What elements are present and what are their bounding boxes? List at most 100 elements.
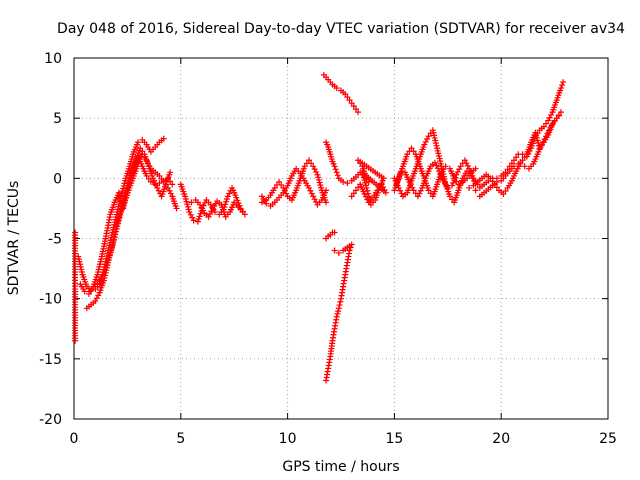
data-point — [81, 288, 88, 295]
data-point — [543, 120, 550, 127]
data-point — [335, 305, 342, 312]
data-point — [333, 169, 340, 176]
data-point — [182, 193, 189, 200]
data-point — [183, 198, 190, 205]
x-tick-label: 10 — [279, 431, 297, 447]
data-point — [470, 175, 477, 182]
data-point — [555, 112, 562, 119]
data-point — [558, 109, 565, 116]
data-point — [410, 187, 417, 194]
data-point — [472, 187, 479, 194]
data-point — [135, 139, 142, 146]
data-series — [393, 157, 481, 200]
data-point — [340, 178, 347, 185]
data-point — [113, 228, 120, 235]
data-point — [363, 184, 370, 191]
data-point — [182, 195, 189, 202]
data-point — [560, 79, 567, 86]
data-point — [315, 174, 322, 181]
data-point — [355, 109, 362, 116]
data-point — [139, 148, 146, 155]
data-point — [115, 220, 122, 227]
data-point — [355, 157, 362, 164]
x-tick-label: 0 — [70, 431, 79, 447]
data-point — [521, 154, 528, 161]
data-point — [511, 157, 518, 164]
data-series — [72, 229, 79, 344]
data-point — [336, 302, 343, 309]
data-point — [357, 160, 364, 167]
data-point — [194, 218, 201, 225]
data-series — [466, 112, 562, 197]
data-point — [346, 97, 353, 104]
x-tick-labels: 0 5 10 15 20 25 — [70, 431, 617, 447]
data-point — [533, 132, 540, 139]
data-series — [320, 71, 362, 116]
data-point — [195, 216, 202, 223]
data-point — [427, 190, 434, 197]
data-point — [344, 94, 351, 101]
data-point — [451, 177, 458, 184]
data-point — [323, 199, 330, 206]
data-point — [348, 100, 355, 107]
data-point — [315, 176, 322, 183]
data-point — [533, 134, 540, 141]
data-point — [311, 166, 318, 173]
data-point — [156, 172, 163, 179]
data-point — [271, 184, 278, 191]
data-point — [456, 166, 463, 173]
data-point — [331, 229, 338, 236]
data-point — [72, 337, 79, 344]
data-point — [364, 187, 371, 194]
data-series — [391, 127, 479, 206]
data-point — [111, 234, 118, 241]
y-axis-label: SDTVAR / TECUs — [6, 181, 22, 296]
data-point — [305, 157, 312, 164]
data-point — [398, 190, 405, 197]
data-point — [117, 211, 124, 218]
data-point — [110, 239, 117, 246]
data-point — [416, 190, 423, 197]
data-point — [422, 138, 429, 145]
data-point — [308, 160, 315, 167]
data-point — [189, 214, 196, 221]
data-point — [196, 213, 203, 220]
chart-title: Day 048 of 2016, Sidereal Day-to-day VTE… — [57, 21, 625, 37]
data-point — [190, 217, 197, 224]
x-tick-label: 20 — [492, 431, 510, 447]
data-point — [489, 178, 496, 185]
data-point — [397, 187, 404, 194]
data-point — [223, 198, 230, 205]
data-point — [223, 196, 230, 203]
data-point — [335, 249, 342, 256]
data-point — [145, 175, 152, 182]
data-series — [258, 165, 330, 210]
y-tick-label: 5 — [53, 111, 62, 127]
data-point — [308, 190, 315, 197]
data-point — [352, 187, 359, 194]
data-point — [446, 193, 453, 200]
data-point — [491, 181, 498, 188]
data-point — [311, 196, 318, 203]
data-point — [340, 247, 347, 254]
data-point — [337, 298, 344, 305]
y-tick-label: -5 — [48, 232, 62, 248]
data-point — [158, 175, 165, 182]
y-tick-labels: -20 -15 -10 -5 0 5 10 — [39, 51, 62, 428]
data-point — [487, 175, 494, 182]
data-point — [342, 91, 349, 98]
data-point — [331, 163, 338, 170]
data-point — [278, 181, 285, 188]
data-point — [184, 203, 191, 210]
data-point — [112, 231, 119, 238]
data-point — [115, 217, 122, 224]
data-point — [540, 123, 547, 130]
data-point — [314, 171, 321, 178]
data-point — [532, 129, 539, 136]
y-tick-label: 0 — [53, 171, 62, 187]
data-point — [187, 211, 194, 218]
data-point — [410, 148, 417, 155]
data-point — [408, 145, 415, 152]
data-point — [425, 187, 432, 194]
y-tick-label: 10 — [44, 51, 62, 67]
